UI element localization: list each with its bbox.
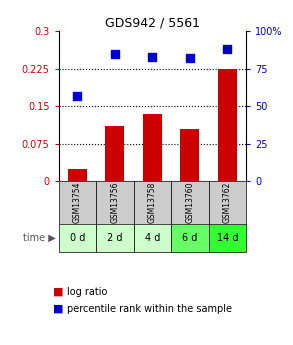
FancyBboxPatch shape xyxy=(209,224,246,252)
Text: GSM13758: GSM13758 xyxy=(148,182,157,223)
Text: GSM13756: GSM13756 xyxy=(110,182,119,223)
FancyBboxPatch shape xyxy=(96,224,134,252)
Bar xyxy=(68,169,87,181)
Text: GSM13762: GSM13762 xyxy=(223,182,232,223)
Text: percentile rank within the sample: percentile rank within the sample xyxy=(67,304,232,314)
Text: GSM13754: GSM13754 xyxy=(73,182,82,223)
Point xyxy=(150,54,155,59)
Text: time ▶: time ▶ xyxy=(23,233,56,243)
Text: GSM13760: GSM13760 xyxy=(185,182,194,223)
FancyBboxPatch shape xyxy=(171,181,209,224)
Point xyxy=(75,93,80,98)
Text: 6 d: 6 d xyxy=(182,233,197,243)
Bar xyxy=(218,69,237,181)
FancyBboxPatch shape xyxy=(59,224,96,252)
Bar xyxy=(105,126,124,181)
Text: ■: ■ xyxy=(53,287,63,296)
Bar xyxy=(143,114,162,181)
FancyBboxPatch shape xyxy=(96,181,134,224)
Text: 2 d: 2 d xyxy=(107,233,122,243)
FancyBboxPatch shape xyxy=(59,181,96,224)
Point xyxy=(188,55,192,61)
FancyBboxPatch shape xyxy=(134,224,171,252)
Bar xyxy=(180,129,199,181)
Point xyxy=(225,46,230,52)
Point xyxy=(113,51,117,56)
Text: 0 d: 0 d xyxy=(70,233,85,243)
Text: log ratio: log ratio xyxy=(67,287,108,296)
Text: ■: ■ xyxy=(53,304,63,314)
Text: 4 d: 4 d xyxy=(145,233,160,243)
Title: GDS942 / 5561: GDS942 / 5561 xyxy=(105,17,200,30)
FancyBboxPatch shape xyxy=(171,224,209,252)
FancyBboxPatch shape xyxy=(209,181,246,224)
FancyBboxPatch shape xyxy=(134,181,171,224)
Text: 14 d: 14 d xyxy=(217,233,238,243)
